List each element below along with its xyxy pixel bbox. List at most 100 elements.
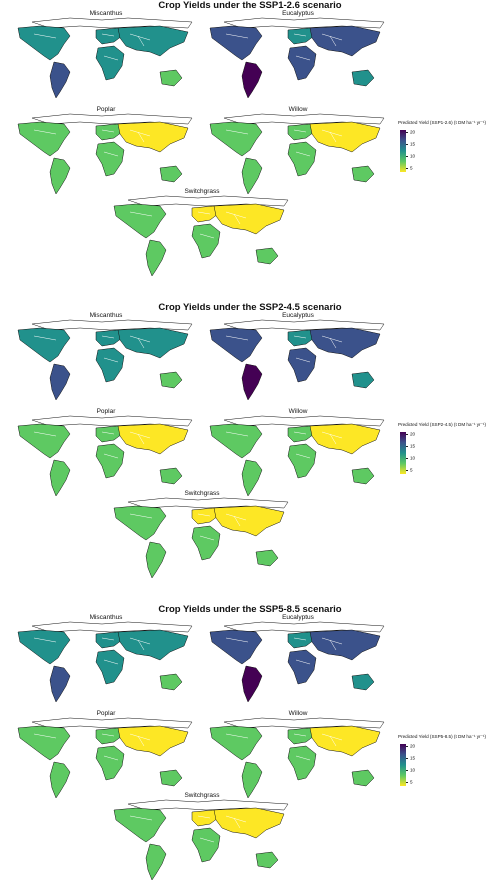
- continent-eu: [287, 631, 315, 649]
- continent-as: [117, 25, 189, 57]
- map-label: Miscanthus: [89, 312, 123, 319]
- continent-ice: [31, 621, 193, 633]
- country-borders: [225, 637, 343, 665]
- continent-na: [17, 725, 71, 761]
- world-map: [209, 621, 385, 703]
- continent-ice: [223, 415, 385, 427]
- continent-sa: [145, 843, 167, 881]
- continent-na: [17, 629, 71, 665]
- map-miscanthus: Miscanthus: [10, 312, 202, 404]
- continent-sa: [145, 239, 167, 277]
- map-switchgrass: Switchgrass: [106, 490, 298, 582]
- world-map: [17, 17, 193, 99]
- world-map: [17, 113, 193, 195]
- continent-sa: [241, 665, 263, 703]
- continent-ice: [31, 319, 193, 331]
- continent-au: [159, 371, 183, 389]
- continent-au: [159, 165, 183, 183]
- continent-as: [117, 629, 189, 661]
- panel-title: Crop Yields under the SSP2-4.5 scenario: [158, 302, 342, 313]
- map-eucalyptus: Eucalyptus: [202, 10, 394, 102]
- country-borders: [33, 637, 151, 665]
- continent-af: [95, 141, 125, 177]
- continent-sa: [241, 363, 263, 401]
- world-map: [209, 415, 385, 497]
- continent-ice: [223, 621, 385, 633]
- continent-sa: [49, 665, 71, 703]
- continent-eu: [95, 425, 123, 443]
- map-label: Eucalyptus: [282, 614, 314, 621]
- continent-ice: [31, 717, 193, 729]
- continent-na: [209, 423, 263, 459]
- continent-na: [17, 121, 71, 157]
- continent-af: [287, 649, 317, 685]
- country-borders: [225, 733, 343, 761]
- continent-sa: [145, 541, 167, 579]
- legend-tick: 5: [410, 165, 413, 171]
- continent-ice: [223, 17, 385, 29]
- continent-ice: [127, 799, 289, 811]
- continent-af: [95, 745, 125, 781]
- continent-as: [213, 203, 285, 235]
- legend-tick: 15: [410, 443, 416, 449]
- map-willow: Willow: [202, 710, 394, 802]
- legend-tick: 20: [410, 431, 416, 437]
- continent-au: [255, 851, 279, 869]
- legend-colorbar: [400, 130, 406, 172]
- color-legend: Predicted Yield (SSP1-2.6) (t DM ha⁻¹ yr…: [398, 120, 498, 180]
- continent-as: [309, 327, 381, 359]
- map-label: Miscanthus: [89, 614, 123, 621]
- continent-eu: [95, 329, 123, 347]
- legend-tick: 10: [410, 455, 416, 461]
- continent-na: [17, 25, 71, 61]
- continent-eu: [287, 425, 315, 443]
- continent-ice: [31, 113, 193, 125]
- continent-sa: [49, 61, 71, 99]
- world-map: [209, 17, 385, 99]
- continent-af: [287, 141, 317, 177]
- continent-as: [309, 629, 381, 661]
- map-label: Switchgrass: [184, 792, 220, 799]
- map-miscanthus: Miscanthus: [10, 10, 202, 102]
- continent-eu: [95, 27, 123, 45]
- continent-au: [351, 371, 375, 389]
- panel-title: Crop Yields under the SSP5-8.5 scenario: [158, 604, 342, 615]
- world-map: [209, 319, 385, 401]
- legend-title: Predicted Yield (SSP1-2.6) (t DM ha⁻¹ yr…: [398, 120, 487, 125]
- continent-af: [95, 649, 125, 685]
- color-legend: Predicted Yield (SSP5-8.5) (t DM ha⁻¹ yr…: [398, 734, 498, 794]
- map-poplar: Poplar: [10, 710, 202, 802]
- continent-sa: [241, 157, 263, 195]
- world-map: [113, 195, 289, 277]
- map-label: Miscanthus: [89, 10, 123, 17]
- map-label: Poplar: [96, 106, 116, 113]
- continent-as: [117, 423, 189, 455]
- world-map: [113, 799, 289, 881]
- continent-eu: [95, 631, 123, 649]
- map-label: Switchgrass: [184, 188, 220, 195]
- scenario-panel-ssp585: Crop Yields under the SSP5-8.5 scenario …: [0, 604, 500, 894]
- continent-af: [191, 223, 221, 259]
- country-borders: [225, 33, 343, 61]
- continent-na: [209, 121, 263, 157]
- continent-as: [117, 725, 189, 757]
- world-map: [209, 113, 385, 195]
- map-miscanthus: Miscanthus: [10, 614, 202, 706]
- continent-sa: [49, 363, 71, 401]
- continent-as: [117, 327, 189, 359]
- continent-ice: [223, 113, 385, 125]
- panel-title: Crop Yields under the SSP1-2.6 scenario: [158, 0, 342, 11]
- continent-au: [159, 769, 183, 787]
- map-poplar: Poplar: [10, 408, 202, 500]
- continent-na: [113, 203, 167, 239]
- continent-au: [351, 69, 375, 87]
- country-borders: [33, 33, 151, 61]
- country-borders: [225, 335, 343, 363]
- continent-ice: [223, 717, 385, 729]
- map-switchgrass: Switchgrass: [106, 792, 298, 884]
- country-borders: [129, 513, 247, 541]
- continent-eu: [95, 123, 123, 141]
- continent-sa: [49, 157, 71, 195]
- country-borders: [129, 211, 247, 239]
- continent-au: [159, 673, 183, 691]
